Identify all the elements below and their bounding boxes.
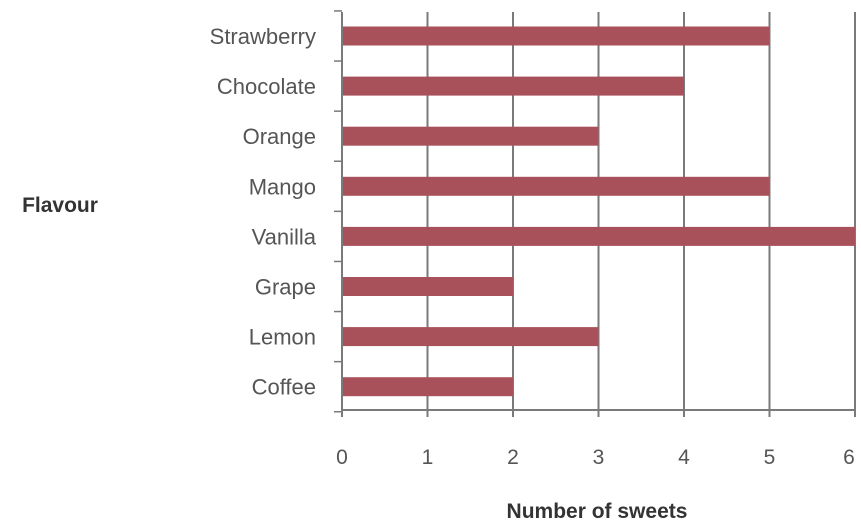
x-tick-label: 5 <box>764 446 776 469</box>
x-tick-label: 4 <box>678 446 690 469</box>
x-tick-label: 0 <box>336 446 348 469</box>
x-axis-title: Number of sweets <box>507 500 688 523</box>
gridlines <box>426 12 856 410</box>
bars <box>342 26 855 397</box>
category-label: Mango <box>249 174 316 199</box>
x-tick-label: 3 <box>593 446 605 469</box>
x-tick-label: 2 <box>507 446 519 469</box>
bar <box>342 176 770 196</box>
category-label: Vanilla <box>252 224 317 249</box>
x-axis: 0 1 2 3 4 5 6 <box>334 10 856 469</box>
category-label: Strawberry <box>210 24 316 49</box>
bar <box>342 26 770 46</box>
bar <box>342 277 513 296</box>
category-labels: Strawberry Chocolate Orange Mango Vanilla Gra… <box>210 24 317 400</box>
bar <box>342 377 513 397</box>
x-tick-label: 1 <box>422 446 434 469</box>
bar <box>342 126 599 146</box>
y-axis-title: Flavour <box>22 194 98 217</box>
category-label: Lemon <box>249 325 316 350</box>
category-label: Chocolate <box>217 74 316 99</box>
bar <box>342 327 599 347</box>
bar <box>342 226 855 246</box>
category-label: Coffee <box>252 375 316 400</box>
category-label: Grape <box>255 275 316 300</box>
x-tick-label: 6 <box>843 446 855 469</box>
category-label: Orange <box>243 124 316 149</box>
bar <box>342 76 684 96</box>
